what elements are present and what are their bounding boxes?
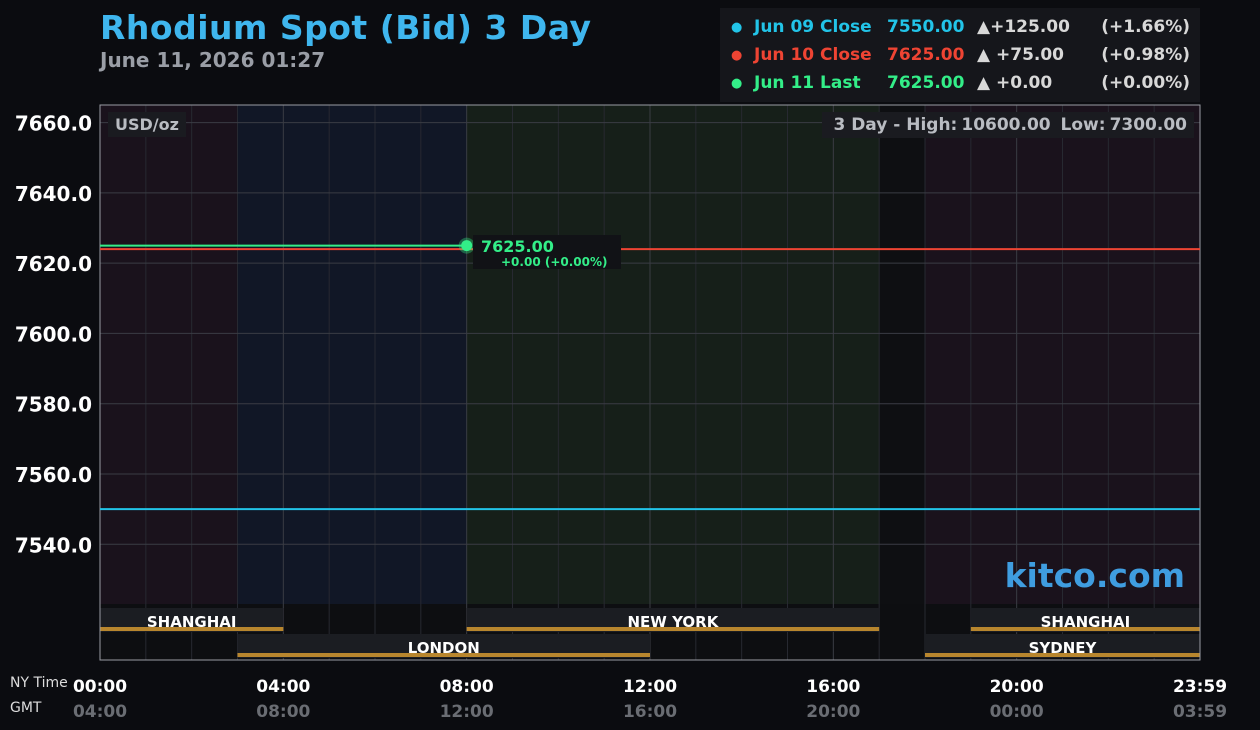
range-low-value: 7300.00: [1109, 115, 1187, 135]
x-tick-label-gmt: 00:00: [990, 702, 1044, 722]
session-bar-underline: [237, 653, 650, 657]
x-tick-label-ny: 16:00: [806, 677, 860, 697]
kitco-watermark: kitco.com: [1004, 556, 1185, 595]
y-tick-label: 7580.0: [15, 393, 92, 417]
y-tick-label: 7660.0: [15, 112, 92, 136]
x-tick-label-gmt: 20:00: [806, 702, 860, 722]
legend-series-name: Jun 09 Close: [754, 17, 872, 37]
x-tick-label-ny: 12:00: [623, 677, 677, 697]
session-bar-underline: [466, 627, 880, 631]
chart-timestamp: June 11, 2026 01:27: [100, 48, 326, 72]
legend-row: ● Jun 11 Last 7625.00 ▲ +0.00 (+0.00%): [720, 73, 1200, 101]
legend-series-change: ▲+125.00: [977, 17, 1070, 37]
y-tick-label: 7540.0: [15, 533, 92, 557]
last-price-change: +0.00 (+0.00%): [501, 255, 608, 269]
x-tick-label-gmt: 16:00: [623, 702, 677, 722]
session-background-band: [879, 105, 925, 604]
x-tick-label-gmt: 12:00: [440, 702, 494, 722]
x-tick-label-ny: 23:59: [1173, 677, 1227, 697]
legend-series-pct: (+1.66%): [1101, 17, 1190, 37]
last-point-marker: [461, 240, 473, 252]
unit-label: USD/oz: [108, 112, 186, 137]
range-high-value: 10600.00: [961, 115, 1051, 135]
y-tick-label: 7640.0: [15, 182, 92, 206]
session-label: NEW YORK: [628, 613, 720, 631]
x-tick-label-ny: 08:00: [440, 677, 494, 697]
legend-series-change: ▲ +75.00: [977, 45, 1065, 65]
session-label: SHANGHAI: [147, 613, 237, 631]
chart-title: Rhodium Spot (Bid) 3 Day: [100, 8, 592, 47]
legend-series-value: 7625.00: [887, 73, 965, 93]
ny-time-caption: NY Time: [10, 675, 68, 691]
legend-series-value: 7550.00: [887, 17, 965, 37]
legend-series-pct: (+0.00%): [1101, 73, 1190, 93]
gmt-caption: GMT: [10, 700, 42, 716]
plot-border: [99, 104, 1201, 661]
session-bar-underline: [925, 653, 1200, 657]
last-price-value: 7625.00: [481, 237, 554, 256]
y-tick-label: 7620.0: [15, 252, 92, 276]
session-background-band: [100, 105, 238, 604]
legend: ● Jun 09 Close 7550.00 ▲+125.00 (+1.66%) ● Jun…: [720, 8, 1200, 102]
x-tick-label-ny: 04:00: [256, 677, 310, 697]
legend-row: ● Jun 09 Close 7550.00 ▲+125.00 (+1.66%): [720, 17, 1200, 45]
legend-dot-icon: ●: [731, 48, 743, 63]
legend-series-change: ▲ +0.00: [977, 73, 1053, 93]
range-high-label: 3 Day - High:: [833, 115, 958, 135]
x-tick-label-gmt: 03:59: [1173, 702, 1227, 722]
session-background-band: [466, 105, 880, 604]
legend-dot-icon: ●: [731, 76, 743, 91]
legend-dot-icon: ●: [731, 20, 743, 35]
session-background-band: [237, 105, 467, 604]
legend-series-name: Jun 11 Last: [754, 73, 861, 93]
session-bar-underline: [970, 627, 1200, 631]
legend-series-name: Jun 10 Close: [754, 45, 872, 65]
x-tick-label-ny: 20:00: [990, 677, 1044, 697]
session-label: SYDNEY: [1029, 639, 1098, 657]
y-tick-label: 7600.0: [15, 322, 92, 346]
legend-row: ● Jun 10 Close 7625.00 ▲ +75.00 (+0.98%): [720, 45, 1200, 73]
x-tick-label-gmt: 08:00: [256, 702, 310, 722]
session-label: SHANGHAI: [1041, 613, 1131, 631]
session-label: LONDON: [408, 639, 480, 657]
range-summary: 3 Day - High: 10600.00 Low: 7300.00: [822, 112, 1194, 138]
legend-series-value: 7625.00: [887, 45, 965, 65]
range-low-label: Low:: [1060, 115, 1106, 135]
last-price-callout: 7625.00 +0.00 (+0.00%): [473, 235, 621, 269]
x-tick-label-gmt: 04:00: [73, 702, 127, 722]
y-tick-label: 7560.0: [15, 463, 92, 487]
session-bar-underline: [100, 627, 284, 631]
x-tick-label-ny: 00:00: [73, 677, 127, 697]
legend-series-pct: (+0.98%): [1101, 45, 1190, 65]
